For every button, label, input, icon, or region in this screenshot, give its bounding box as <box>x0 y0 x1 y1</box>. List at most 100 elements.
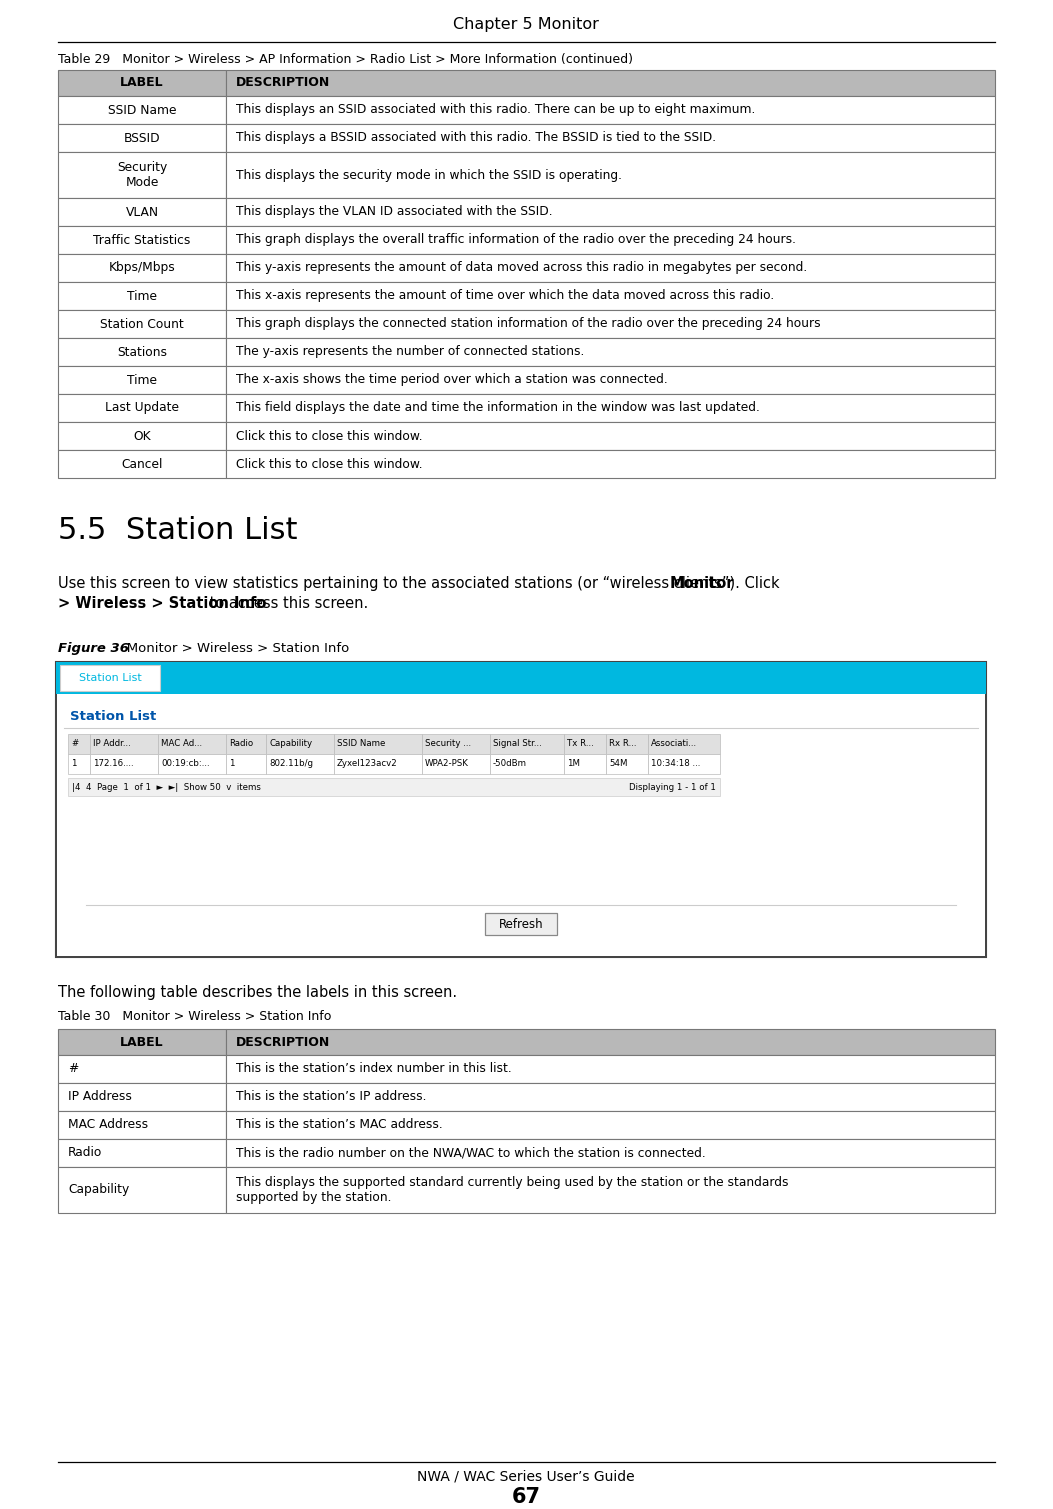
Text: BSSID: BSSID <box>123 131 160 145</box>
Text: VLAN: VLAN <box>125 205 159 219</box>
Text: DESCRIPTION: DESCRIPTION <box>236 1035 331 1049</box>
Text: Radio: Radio <box>68 1147 102 1159</box>
Bar <box>58 338 226 367</box>
Text: This displays a BSSID associated with this radio. The BSSID is tied to the SSID.: This displays a BSSID associated with th… <box>236 131 716 145</box>
Text: This is the radio number on the NWA/WAC to which the station is connected.: This is the radio number on the NWA/WAC … <box>236 1147 706 1159</box>
Bar <box>158 754 226 774</box>
Text: Click this to close this window.: Click this to close this window. <box>236 430 422 442</box>
Text: #: # <box>71 739 78 748</box>
Text: DESCRIPTION: DESCRIPTION <box>236 77 331 89</box>
Text: This x-axis represents the amount of time over which the data moved across this : This x-axis represents the amount of tim… <box>236 290 774 302</box>
Text: IP Address: IP Address <box>68 1091 132 1103</box>
Text: 67: 67 <box>512 1486 540 1507</box>
Text: Station List: Station List <box>79 673 141 684</box>
Text: Monitor: Monitor <box>670 576 734 592</box>
Bar <box>485 913 557 936</box>
Text: 54M: 54M <box>609 759 628 768</box>
Bar <box>226 69 995 97</box>
Bar <box>226 1029 995 1055</box>
Bar <box>58 1055 226 1083</box>
Text: Figure 36: Figure 36 <box>58 641 130 655</box>
Text: 802.11b/g: 802.11b/g <box>269 759 313 768</box>
Bar <box>58 97 226 124</box>
Bar <box>226 198 995 226</box>
Bar <box>58 1111 226 1139</box>
Bar <box>60 665 160 691</box>
Text: Signal Str...: Signal Str... <box>493 739 541 748</box>
Bar <box>226 1111 995 1139</box>
Text: NWA / WAC Series User’s Guide: NWA / WAC Series User’s Guide <box>417 1470 635 1483</box>
Text: 172.16....: 172.16.... <box>93 759 134 768</box>
Bar <box>56 662 986 694</box>
Bar <box>422 754 490 774</box>
Text: -50dBm: -50dBm <box>493 759 526 768</box>
Bar <box>564 733 605 754</box>
Text: IP Addr...: IP Addr... <box>93 739 131 748</box>
Text: This displays the VLAN ID associated with the SSID.: This displays the VLAN ID associated wit… <box>236 205 553 219</box>
Bar <box>226 1139 995 1166</box>
Bar <box>226 423 995 450</box>
Bar <box>56 662 986 957</box>
Text: Capability: Capability <box>68 1183 130 1197</box>
Text: Refresh: Refresh <box>499 917 543 931</box>
Text: OK: OK <box>133 430 151 442</box>
Bar <box>58 450 226 478</box>
Text: MAC Address: MAC Address <box>68 1118 148 1132</box>
Text: Security
Mode: Security Mode <box>117 161 167 189</box>
Text: Station List: Station List <box>69 709 156 723</box>
Bar <box>58 198 226 226</box>
Text: Rx R...: Rx R... <box>609 739 636 748</box>
Text: Kbps/Mbps: Kbps/Mbps <box>108 261 176 275</box>
Bar <box>334 754 422 774</box>
Text: This displays an SSID associated with this radio. There can be up to eight maxim: This displays an SSID associated with th… <box>236 104 755 116</box>
Bar <box>226 338 995 367</box>
Bar <box>58 1139 226 1166</box>
Text: Click this to close this window.: Click this to close this window. <box>236 457 422 471</box>
Text: SSID Name: SSID Name <box>107 104 176 116</box>
Text: Stations: Stations <box>117 346 167 359</box>
Text: to access this screen.: to access this screen. <box>205 596 369 611</box>
Text: Associati...: Associati... <box>651 739 697 748</box>
Text: Station Count: Station Count <box>100 317 184 330</box>
Text: #: # <box>68 1062 78 1076</box>
Bar <box>226 97 995 124</box>
Text: Monitor > Wireless > Station Info: Monitor > Wireless > Station Info <box>114 641 349 655</box>
Text: Table 29   Monitor > Wireless > AP Information > Radio List > More Information (: Table 29 Monitor > Wireless > AP Informa… <box>58 53 633 66</box>
Text: This displays the security mode in which the SSID is operating.: This displays the security mode in which… <box>236 169 622 181</box>
Text: SSID Name: SSID Name <box>337 739 385 748</box>
Bar <box>648 733 720 754</box>
Text: Displaying 1 - 1 of 1: Displaying 1 - 1 of 1 <box>629 783 716 792</box>
Bar <box>490 754 564 774</box>
Bar <box>58 1029 226 1055</box>
Text: Last Update: Last Update <box>105 401 179 415</box>
Bar <box>226 1055 995 1083</box>
Text: This is the station’s IP address.: This is the station’s IP address. <box>236 1091 426 1103</box>
Bar <box>58 394 226 423</box>
Bar <box>58 254 226 282</box>
Bar <box>57 694 985 957</box>
Bar <box>58 226 226 254</box>
Bar <box>58 282 226 309</box>
Bar <box>90 733 158 754</box>
Text: Radio: Radio <box>229 739 253 748</box>
Text: 5.5  Station List: 5.5 Station List <box>58 516 298 545</box>
Text: WPA2-PSK: WPA2-PSK <box>425 759 469 768</box>
Bar <box>226 1083 995 1111</box>
Bar <box>226 152 995 198</box>
Text: LABEL: LABEL <box>120 1035 164 1049</box>
Bar <box>226 282 995 309</box>
Bar <box>68 779 720 797</box>
Text: This displays the supported standard currently being used by the station or the : This displays the supported standard cur… <box>236 1176 789 1204</box>
Text: Capability: Capability <box>269 739 312 748</box>
Text: Use this screen to view statistics pertaining to the associated stations (or “wi: Use this screen to view statistics perta… <box>58 576 784 592</box>
Text: Cancel: Cancel <box>121 457 162 471</box>
Bar <box>226 450 995 478</box>
Bar <box>58 423 226 450</box>
Text: Time: Time <box>127 374 157 386</box>
Text: 00:19:cb:...: 00:19:cb:... <box>161 759 210 768</box>
Bar <box>648 754 720 774</box>
Bar <box>158 733 226 754</box>
Bar <box>334 733 422 754</box>
Text: The following table describes the labels in this screen.: The following table describes the labels… <box>58 985 457 1000</box>
Text: Table 30   Monitor > Wireless > Station Info: Table 30 Monitor > Wireless > Station In… <box>58 1011 332 1023</box>
